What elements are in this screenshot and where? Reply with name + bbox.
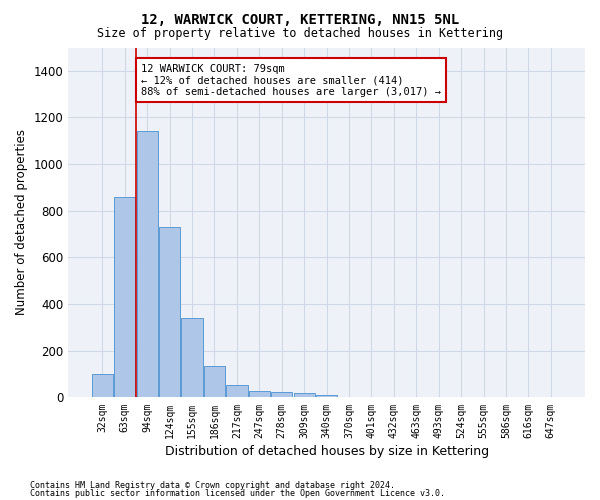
Text: Contains public sector information licensed under the Open Government Licence v3: Contains public sector information licen… <box>30 489 445 498</box>
Bar <box>248 391 270 398</box>
Text: Size of property relative to detached houses in Kettering: Size of property relative to detached ho… <box>97 28 503 40</box>
Bar <box>137 132 158 398</box>
Bar <box>114 197 136 398</box>
Text: 12 WARWICK COURT: 79sqm
← 12% of detached houses are smaller (414)
88% of semi-d: 12 WARWICK COURT: 79sqm ← 12% of detache… <box>141 64 441 97</box>
Bar <box>271 392 292 398</box>
Bar <box>204 366 225 398</box>
Bar <box>316 395 337 398</box>
Bar <box>92 374 113 398</box>
Bar <box>293 394 315 398</box>
Text: Contains HM Land Registry data © Crown copyright and database right 2024.: Contains HM Land Registry data © Crown c… <box>30 480 395 490</box>
Text: 12, WARWICK COURT, KETTERING, NN15 5NL: 12, WARWICK COURT, KETTERING, NN15 5NL <box>141 12 459 26</box>
X-axis label: Distribution of detached houses by size in Kettering: Distribution of detached houses by size … <box>164 444 488 458</box>
Bar <box>159 227 180 398</box>
Y-axis label: Number of detached properties: Number of detached properties <box>15 130 28 316</box>
Bar <box>226 384 248 398</box>
Bar <box>181 318 203 398</box>
